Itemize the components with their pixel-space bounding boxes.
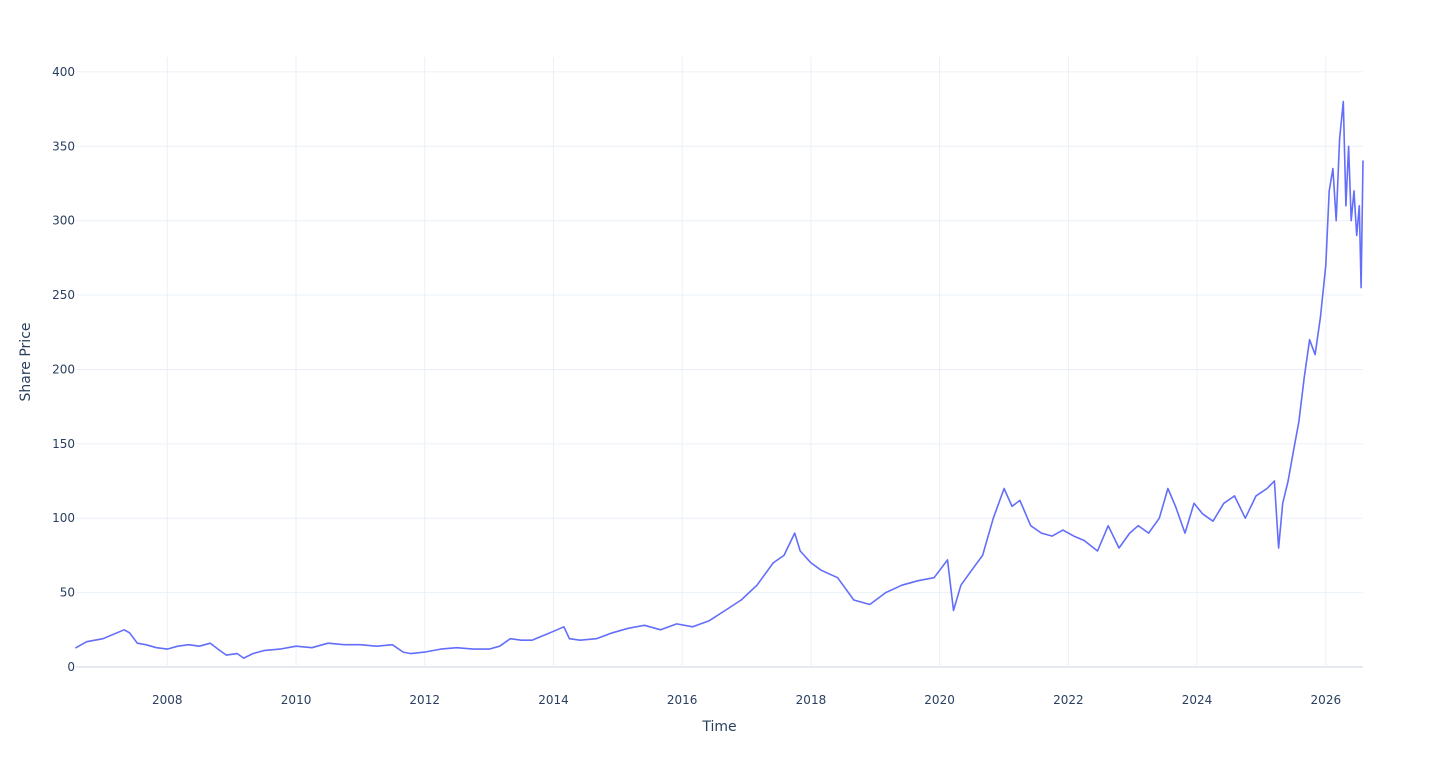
y-axis: 0 50 100 150 200 250 300 350 400 xyxy=(52,65,75,674)
x-tick-label: 2022 xyxy=(1053,693,1084,707)
y-tick-label: 150 xyxy=(52,437,75,451)
x-tick-label: 2026 xyxy=(1311,693,1342,707)
x-tick-label: 2012 xyxy=(409,693,440,707)
y-tick-label: 350 xyxy=(52,139,75,153)
y-tick-label: 50 xyxy=(60,586,75,600)
series-line-0 xyxy=(75,100,1364,659)
x-tick-label: 2024 xyxy=(1182,693,1213,707)
y-axis-title: Share Price xyxy=(18,322,34,401)
x-tick-label: 2020 xyxy=(924,693,955,707)
x-axis-title: Time xyxy=(701,719,736,735)
x-tick-label: 2016 xyxy=(667,693,698,707)
y-tick-label: 0 xyxy=(67,660,75,674)
x-tick-label: 2018 xyxy=(796,693,827,707)
y-tick-label: 300 xyxy=(52,214,75,228)
x-tick-label: 2008 xyxy=(152,693,183,707)
y-tick-label: 200 xyxy=(52,362,75,376)
y-tick-label: 100 xyxy=(52,511,75,525)
x-axis: 2008 2010 2012 2014 2016 2018 2020 2022 2024 2026 xyxy=(152,693,1341,707)
grid xyxy=(76,57,1363,668)
series-group xyxy=(75,100,1364,659)
x-tick-label: 2010 xyxy=(281,693,312,707)
x-tick-label: 2014 xyxy=(538,693,569,707)
y-tick-label: 250 xyxy=(52,288,75,302)
y-tick-label: 400 xyxy=(52,65,75,79)
